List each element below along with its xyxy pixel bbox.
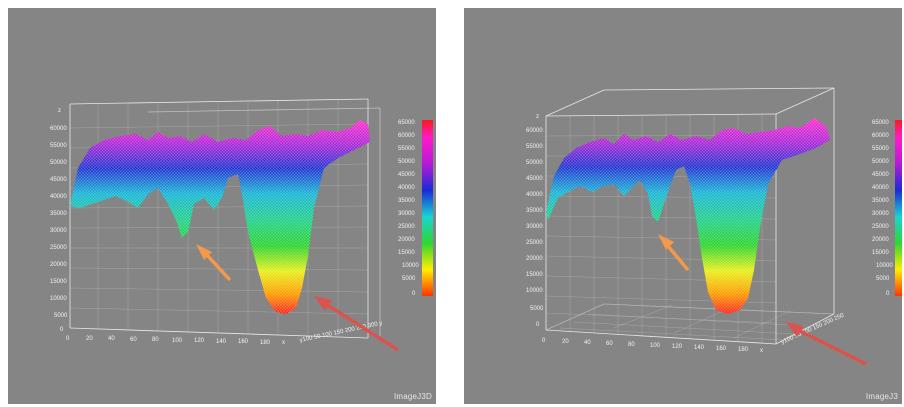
colorbar-tick: 45000 [872, 172, 889, 178]
colorbar-tick: 35000 [872, 198, 889, 204]
x-tick: 20 [86, 336, 93, 342]
z-tick: 55000 [50, 143, 67, 149]
colorbar-tick: 55000 [872, 146, 889, 152]
colorbar-tick: 60000 [872, 133, 889, 139]
image-caption: ImageJ3D [393, 392, 432, 401]
x-tick: 80 [152, 337, 159, 343]
surface-plot-panel-right: z 60000 55000 50000 45000 40000 35000 30… [464, 8, 902, 404]
colorbar-tick: 40000 [398, 185, 415, 191]
z-tick: 55000 [526, 144, 543, 150]
x-tick: 120 [194, 338, 205, 344]
colorbar [422, 120, 433, 296]
x-tick: 120 [672, 344, 683, 350]
z-tick: 50000 [526, 160, 543, 166]
colorbar-tick: 65000 [872, 120, 889, 126]
z-tick: 10000 [50, 296, 67, 302]
colorbar-tick: 10000 [876, 263, 893, 269]
z-axis-ticks: z 60000 55000 50000 45000 40000 35000 30… [526, 114, 544, 328]
z-tick: 15000 [526, 272, 543, 278]
colorbar-tick: 30000 [872, 211, 889, 217]
colorbar-tick: 30000 [398, 211, 415, 217]
z-axis-ticks: z 60000 55000 50000 45000 40000 35000 30… [50, 108, 68, 333]
surface-plot-panel-left: z 60000 55000 50000 45000 40000 35000 30… [8, 8, 436, 404]
x-tick: 40 [584, 340, 591, 346]
z-tick: 5000 [530, 306, 544, 312]
plot-bounding-box [545, 87, 835, 345]
x-tick: 60 [606, 341, 613, 347]
colorbar-ticks: 65000 60000 55000 50000 45000 40000 3500… [398, 120, 419, 297]
y-axis-ticks: y100 50 100 150 200 250 [780, 312, 845, 345]
z-tick: z [58, 108, 61, 114]
x-tick: 80 [628, 342, 635, 348]
x-tick: x [760, 348, 763, 354]
colorbar [895, 120, 902, 296]
x-tick: 160 [716, 346, 727, 352]
colorbar-tick: 0 [886, 291, 890, 297]
colorbar-tick: 10000 [402, 263, 419, 269]
z-tick: 0 [60, 327, 64, 333]
colorbar-tick: 25000 [872, 224, 889, 230]
surface-mesh-wireframe [546, 118, 830, 314]
z-tick: 25000 [50, 245, 67, 251]
surface-mesh-wireframe [70, 120, 370, 314]
colorbar-tick: 5000 [876, 276, 890, 282]
x-tick: 0 [542, 338, 546, 344]
colorbar-tick: 20000 [872, 237, 889, 243]
x-tick: 100 [172, 338, 183, 344]
x-tick: 180 [738, 347, 749, 353]
x-axis-ticks: 0 20 40 60 80 100 120 140 160 180 x y100… [542, 312, 846, 354]
z-tick: z [536, 114, 539, 120]
colorbar-tick: 20000 [398, 237, 415, 243]
z-tick: 30000 [526, 224, 543, 230]
z-tick: 0 [536, 322, 540, 328]
x-tick: 0 [66, 336, 70, 342]
orange-arrow [196, 244, 232, 282]
x-tick: x [282, 340, 285, 346]
colorbar-tick: 50000 [872, 159, 889, 165]
surface-plot-canvas: z 60000 55000 50000 45000 40000 35000 30… [50, 98, 433, 352]
z-tick: 25000 [526, 240, 543, 246]
colorbar-tick: 0 [412, 291, 416, 297]
red-arrow [314, 296, 399, 352]
z-tick: 60000 [526, 128, 543, 134]
red-arrow [786, 322, 867, 366]
x-tick: 180 [260, 340, 271, 346]
colorbar-tick: 15000 [872, 250, 889, 256]
z-tick: 30000 [50, 228, 67, 234]
colorbar-tick: 65000 [398, 120, 415, 126]
x-tick: 140 [216, 339, 227, 345]
z-tick: 40000 [50, 194, 67, 200]
surface-plot-canvas: z 60000 55000 50000 45000 40000 35000 30… [526, 87, 902, 366]
z-tick: 15000 [50, 279, 67, 285]
z-tick: 60000 [50, 126, 67, 132]
colorbar-tick: 55000 [398, 146, 415, 152]
z-tick: 10000 [526, 288, 543, 294]
colorbar-ticks: 65000 60000 55000 50000 45000 40000 3500… [872, 120, 893, 297]
x-tick: 20 [562, 339, 569, 345]
z-tick: 35000 [50, 211, 67, 217]
colorbar-tick: 35000 [398, 198, 415, 204]
orange-arrow [658, 234, 690, 272]
x-tick: 60 [130, 337, 137, 343]
z-tick: 50000 [50, 160, 67, 166]
x-tick: 40 [108, 336, 115, 342]
colorbar-tick: 5000 [402, 276, 416, 282]
image-caption: ImageJ3 [865, 392, 898, 401]
colorbar-tick: 45000 [398, 172, 415, 178]
z-tick: 45000 [526, 176, 543, 182]
z-tick: 5000 [54, 313, 68, 319]
z-tick: 20000 [526, 256, 543, 262]
x-tick: 140 [694, 345, 705, 351]
colorbar-tick: 15000 [398, 250, 415, 256]
colorbar-tick: 25000 [398, 224, 415, 230]
z-tick: 40000 [526, 192, 543, 198]
colorbar-tick: 50000 [398, 159, 415, 165]
colorbar-tick: 60000 [398, 133, 415, 139]
x-tick: 160 [238, 339, 249, 345]
z-tick: 20000 [50, 262, 67, 268]
colorbar-tick: 40000 [872, 185, 889, 191]
z-tick: 45000 [50, 177, 67, 183]
z-tick: 35000 [526, 208, 543, 214]
x-tick: 100 [650, 343, 661, 349]
